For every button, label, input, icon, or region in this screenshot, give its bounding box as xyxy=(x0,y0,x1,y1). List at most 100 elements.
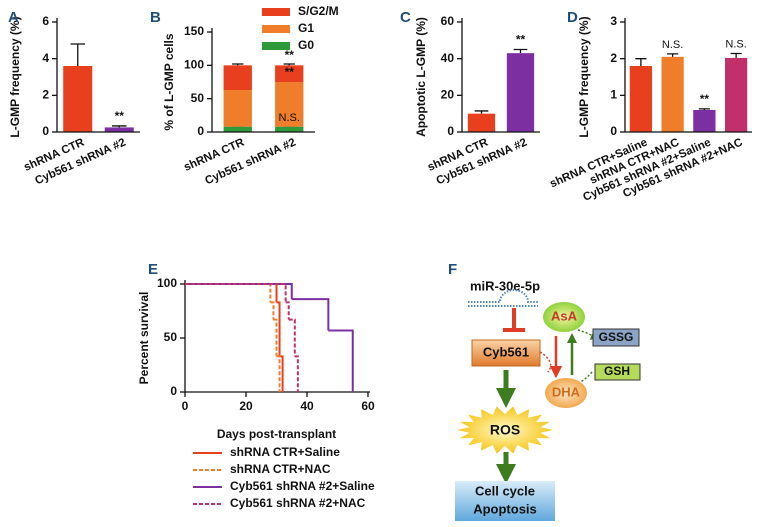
error-bar xyxy=(698,108,710,110)
legend-swatch xyxy=(262,42,290,50)
error-bar xyxy=(70,43,86,66)
survival-step xyxy=(276,301,281,357)
survival-step xyxy=(185,283,278,303)
asa-label: AsA xyxy=(551,308,578,323)
cyb561-label: Cyb561 xyxy=(483,344,529,359)
asa-node xyxy=(543,302,585,332)
y-tick-label: 0 xyxy=(447,124,454,138)
diagram-f: F miR-30e-5p Cyb561 AsA DHA GSSG GSH ROS… xyxy=(448,261,641,521)
gssg-box xyxy=(592,328,640,347)
y-axis-label: L-GMP frequency (%) xyxy=(577,16,591,137)
panel-letter: C xyxy=(400,9,411,26)
error-bar xyxy=(635,58,647,66)
x-tick-label: 20 xyxy=(239,399,253,413)
y-tick-label: 2 xyxy=(42,88,49,102)
legend-swatch xyxy=(262,25,290,33)
dha-node xyxy=(545,378,587,408)
x-tick-label: 40 xyxy=(300,399,314,413)
error-bar xyxy=(513,48,528,54)
y-axis-label: L-GMP frequency (%) xyxy=(8,16,22,137)
panel-letter: D xyxy=(567,9,578,26)
y-tick-label: 0 xyxy=(42,124,49,138)
error-bar xyxy=(474,110,489,114)
error-bar xyxy=(111,125,127,128)
y-axis-label: Apoptotic L-GMP (%) xyxy=(414,17,428,137)
cyb-arrow xyxy=(539,351,552,373)
bar-segment xyxy=(223,65,252,90)
mirna-label: miR-30e-5p xyxy=(470,278,540,293)
survival-step xyxy=(276,355,281,392)
survival-step xyxy=(288,318,296,357)
y-tick-label: 60 xyxy=(441,14,455,28)
bar-segment xyxy=(275,126,304,132)
y-tick-label: 0 xyxy=(610,124,617,138)
bar xyxy=(467,113,496,132)
y-tick-label: 1 xyxy=(610,88,617,102)
bar xyxy=(63,66,93,132)
y-axis-label: % of L-GMP cells xyxy=(162,33,176,130)
bar xyxy=(693,110,716,132)
y-tick-label: 50 xyxy=(164,330,178,344)
bar-segment xyxy=(275,65,304,82)
annotation: ** xyxy=(700,92,710,106)
survival-step xyxy=(185,283,272,303)
annotation: N.S. xyxy=(725,38,746,50)
gssg-label: GSSG xyxy=(599,330,634,344)
inhibit-arrow xyxy=(503,308,525,332)
cyb561-box xyxy=(471,339,541,367)
y-tick-label: 40 xyxy=(441,51,455,65)
bar xyxy=(725,57,748,132)
legend-label: shRNA CTR+Saline xyxy=(230,445,340,459)
survival-step xyxy=(294,355,299,392)
y-tick-label: 6 xyxy=(42,14,49,28)
annotation: N.S. xyxy=(279,112,300,124)
legend-label: Cyb561 shRNA #2+NAC xyxy=(230,496,366,510)
y-tick-label: 100 xyxy=(157,276,177,290)
annotation: ** xyxy=(516,33,526,47)
y-axis-label: Percent survival xyxy=(137,292,151,385)
y-tick-label: 0 xyxy=(197,124,204,138)
legend-label: Cyb561 shRNA #2+Saline xyxy=(230,479,375,493)
bar xyxy=(506,53,535,132)
survival-step xyxy=(291,298,330,331)
survival-step xyxy=(185,283,293,300)
y-tick-label: 3 xyxy=(610,14,617,28)
x-tick-label: Cyb561 shRNA #2 xyxy=(203,137,297,188)
survival-step xyxy=(285,301,290,320)
panel-letter: A xyxy=(8,9,19,26)
bar-segment xyxy=(223,90,252,127)
bar xyxy=(104,127,134,132)
annotation: N.S. xyxy=(662,39,683,51)
bar xyxy=(629,66,652,132)
ros-burst xyxy=(457,406,553,454)
outcome-label: Cell cycle xyxy=(475,483,535,498)
y-tick-label: 4 xyxy=(42,51,49,65)
annotation: ** xyxy=(285,65,295,79)
legend-label: G1 xyxy=(298,21,314,35)
survival-step xyxy=(270,301,275,320)
y-tick-label: 20 xyxy=(441,88,455,102)
y-tick-label: 150 xyxy=(184,24,204,38)
annotation: ** xyxy=(285,48,295,62)
x-tick-label: 0 xyxy=(182,399,189,413)
bar-segment xyxy=(223,126,252,132)
survival-step xyxy=(185,283,287,303)
error-bar xyxy=(283,63,295,66)
dha-label: DHA xyxy=(552,384,581,399)
gsh-arrow xyxy=(579,371,593,383)
panel-letter: F xyxy=(448,261,457,278)
outcome-label: Apoptosis xyxy=(473,501,537,516)
y-tick-label: 100 xyxy=(184,58,204,72)
annotation: ** xyxy=(115,109,125,123)
gsh-label: GSH xyxy=(604,364,630,378)
x-tick-label: 60 xyxy=(361,399,375,413)
survival-step xyxy=(273,318,278,357)
legend-label: shRNA CTR+NAC xyxy=(230,462,331,476)
y-tick-label: 0 xyxy=(170,384,177,398)
legend-label: S/G2/M xyxy=(298,4,339,18)
gsh-box xyxy=(594,363,641,381)
y-tick-label: 2 xyxy=(610,51,617,65)
ros-label: ROS xyxy=(490,422,520,438)
survival-step xyxy=(328,329,354,392)
